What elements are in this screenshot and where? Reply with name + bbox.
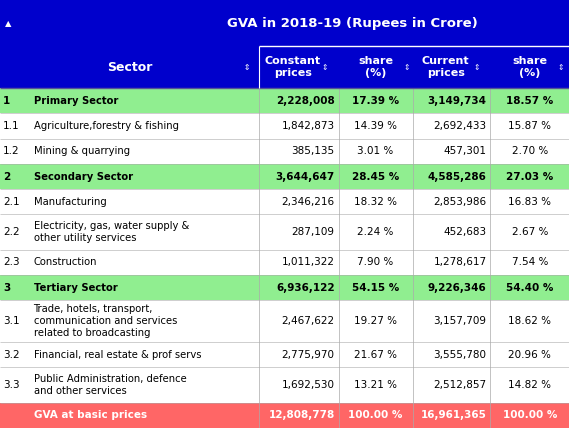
Text: 2.3: 2.3 bbox=[3, 257, 19, 268]
Text: Construction: Construction bbox=[34, 257, 97, 268]
Text: Constant
prices: Constant prices bbox=[265, 56, 321, 78]
Text: Primary Sector: Primary Sector bbox=[34, 96, 118, 106]
Text: 2: 2 bbox=[3, 172, 10, 181]
Text: 2,692,433: 2,692,433 bbox=[434, 121, 486, 131]
Bar bbox=[0, 164, 569, 189]
Bar bbox=[0, 113, 569, 139]
Text: 54.40 %: 54.40 % bbox=[506, 282, 554, 292]
Text: 6,936,122: 6,936,122 bbox=[276, 282, 335, 292]
Text: Agriculture,forestry & fishing: Agriculture,forestry & fishing bbox=[34, 121, 179, 131]
Text: 3.2: 3.2 bbox=[3, 350, 19, 360]
Text: 12,808,778: 12,808,778 bbox=[269, 410, 335, 420]
Text: GVA at basic prices: GVA at basic prices bbox=[34, 410, 147, 420]
Text: ⇕: ⇕ bbox=[558, 62, 564, 71]
Bar bbox=[0, 342, 569, 368]
Text: 1,842,873: 1,842,873 bbox=[282, 121, 335, 131]
Bar bbox=[0, 250, 569, 275]
Text: 28.45 %: 28.45 % bbox=[352, 172, 399, 181]
Bar bbox=[0, 300, 569, 342]
Text: 3,149,734: 3,149,734 bbox=[427, 96, 486, 106]
Text: ⇕: ⇕ bbox=[403, 62, 410, 71]
Text: 17.39 %: 17.39 % bbox=[352, 96, 399, 106]
Text: 21.67 %: 21.67 % bbox=[354, 350, 397, 360]
Text: 1,011,322: 1,011,322 bbox=[282, 257, 335, 268]
Text: 15.87 %: 15.87 % bbox=[508, 121, 551, 131]
Bar bbox=[0, 368, 569, 403]
Text: Trade, hotels, transport,
communication and services
related to broadcasting: Trade, hotels, transport, communication … bbox=[34, 304, 177, 338]
Text: 2.1: 2.1 bbox=[3, 197, 19, 207]
Text: share
(%): share (%) bbox=[512, 56, 547, 78]
Text: 16,961,365: 16,961,365 bbox=[420, 410, 486, 420]
Text: 20.96 %: 20.96 % bbox=[508, 350, 551, 360]
Text: 14.82 %: 14.82 % bbox=[508, 380, 551, 390]
Text: 19.27 %: 19.27 % bbox=[354, 316, 397, 326]
Text: 16.83 %: 16.83 % bbox=[508, 197, 551, 207]
Text: 2,775,970: 2,775,970 bbox=[282, 350, 335, 360]
Text: Current
prices: Current prices bbox=[422, 56, 469, 78]
Text: 3,157,709: 3,157,709 bbox=[434, 316, 486, 326]
Text: 9,226,346: 9,226,346 bbox=[428, 282, 486, 292]
Text: Mining & quarrying: Mining & quarrying bbox=[34, 146, 130, 156]
Text: 2.24 %: 2.24 % bbox=[357, 227, 394, 237]
Text: 2,853,986: 2,853,986 bbox=[434, 197, 486, 207]
Text: 1,278,617: 1,278,617 bbox=[434, 257, 486, 268]
Text: Electricity, gas, water supply &
other utility services: Electricity, gas, water supply & other u… bbox=[34, 221, 189, 243]
Text: ⇕: ⇕ bbox=[474, 62, 480, 71]
Text: Manufacturing: Manufacturing bbox=[34, 197, 106, 207]
Text: 385,135: 385,135 bbox=[291, 146, 335, 156]
Text: 3: 3 bbox=[3, 282, 10, 292]
Bar bbox=[0, 275, 569, 300]
Text: 3.3: 3.3 bbox=[3, 380, 19, 390]
Text: share
(%): share (%) bbox=[358, 56, 393, 78]
Bar bbox=[0, 88, 569, 113]
Text: 54.15 %: 54.15 % bbox=[352, 282, 399, 292]
Text: Public Administration, defence
and other services: Public Administration, defence and other… bbox=[34, 374, 186, 396]
Text: 1,692,530: 1,692,530 bbox=[282, 380, 335, 390]
Text: 7.54 %: 7.54 % bbox=[512, 257, 548, 268]
Text: 14.39 %: 14.39 % bbox=[354, 121, 397, 131]
Text: 2,228,008: 2,228,008 bbox=[276, 96, 335, 106]
Text: 2,512,857: 2,512,857 bbox=[434, 380, 486, 390]
Text: 287,109: 287,109 bbox=[291, 227, 335, 237]
Text: 100.00 %: 100.00 % bbox=[502, 410, 557, 420]
Text: 4,585,286: 4,585,286 bbox=[428, 172, 486, 181]
Bar bbox=[0, 139, 569, 164]
Text: 3,555,780: 3,555,780 bbox=[434, 350, 486, 360]
Text: Sector: Sector bbox=[107, 61, 152, 74]
Text: 3,644,647: 3,644,647 bbox=[275, 172, 335, 181]
Text: 3.1: 3.1 bbox=[3, 316, 19, 326]
Text: 13.21 %: 13.21 % bbox=[354, 380, 397, 390]
Text: 7.90 %: 7.90 % bbox=[357, 257, 394, 268]
Text: 1.1: 1.1 bbox=[3, 121, 19, 131]
Text: 3.01 %: 3.01 % bbox=[357, 146, 394, 156]
Text: Tertiary Sector: Tertiary Sector bbox=[34, 282, 117, 292]
Text: 2.67 %: 2.67 % bbox=[512, 227, 548, 237]
Text: 457,301: 457,301 bbox=[443, 146, 486, 156]
Text: 452,683: 452,683 bbox=[443, 227, 486, 237]
Text: ⇕: ⇕ bbox=[241, 62, 250, 71]
Text: 1.2: 1.2 bbox=[3, 146, 19, 156]
Text: Financial, real estate & prof servs: Financial, real estate & prof servs bbox=[34, 350, 201, 360]
Text: Secondary Sector: Secondary Sector bbox=[34, 172, 133, 181]
Text: 1: 1 bbox=[3, 96, 10, 106]
Text: 18.32 %: 18.32 % bbox=[354, 197, 397, 207]
Text: 2,346,216: 2,346,216 bbox=[282, 197, 335, 207]
Text: 100.00 %: 100.00 % bbox=[348, 410, 403, 420]
Text: 18.62 %: 18.62 % bbox=[508, 316, 551, 326]
Text: GVA in 2018-19 (Rupees in Crore): GVA in 2018-19 (Rupees in Crore) bbox=[228, 17, 478, 30]
Bar bbox=[0, 189, 569, 214]
Text: 27.03 %: 27.03 % bbox=[506, 172, 554, 181]
Bar bbox=[0, 403, 569, 428]
Text: 18.57 %: 18.57 % bbox=[506, 96, 554, 106]
Bar bbox=[0, 214, 569, 250]
Text: ⇕: ⇕ bbox=[321, 62, 328, 71]
Text: 2.2: 2.2 bbox=[3, 227, 19, 237]
Text: 2.70 %: 2.70 % bbox=[512, 146, 548, 156]
Text: 2,467,622: 2,467,622 bbox=[282, 316, 335, 326]
Text: ▲: ▲ bbox=[5, 18, 11, 27]
